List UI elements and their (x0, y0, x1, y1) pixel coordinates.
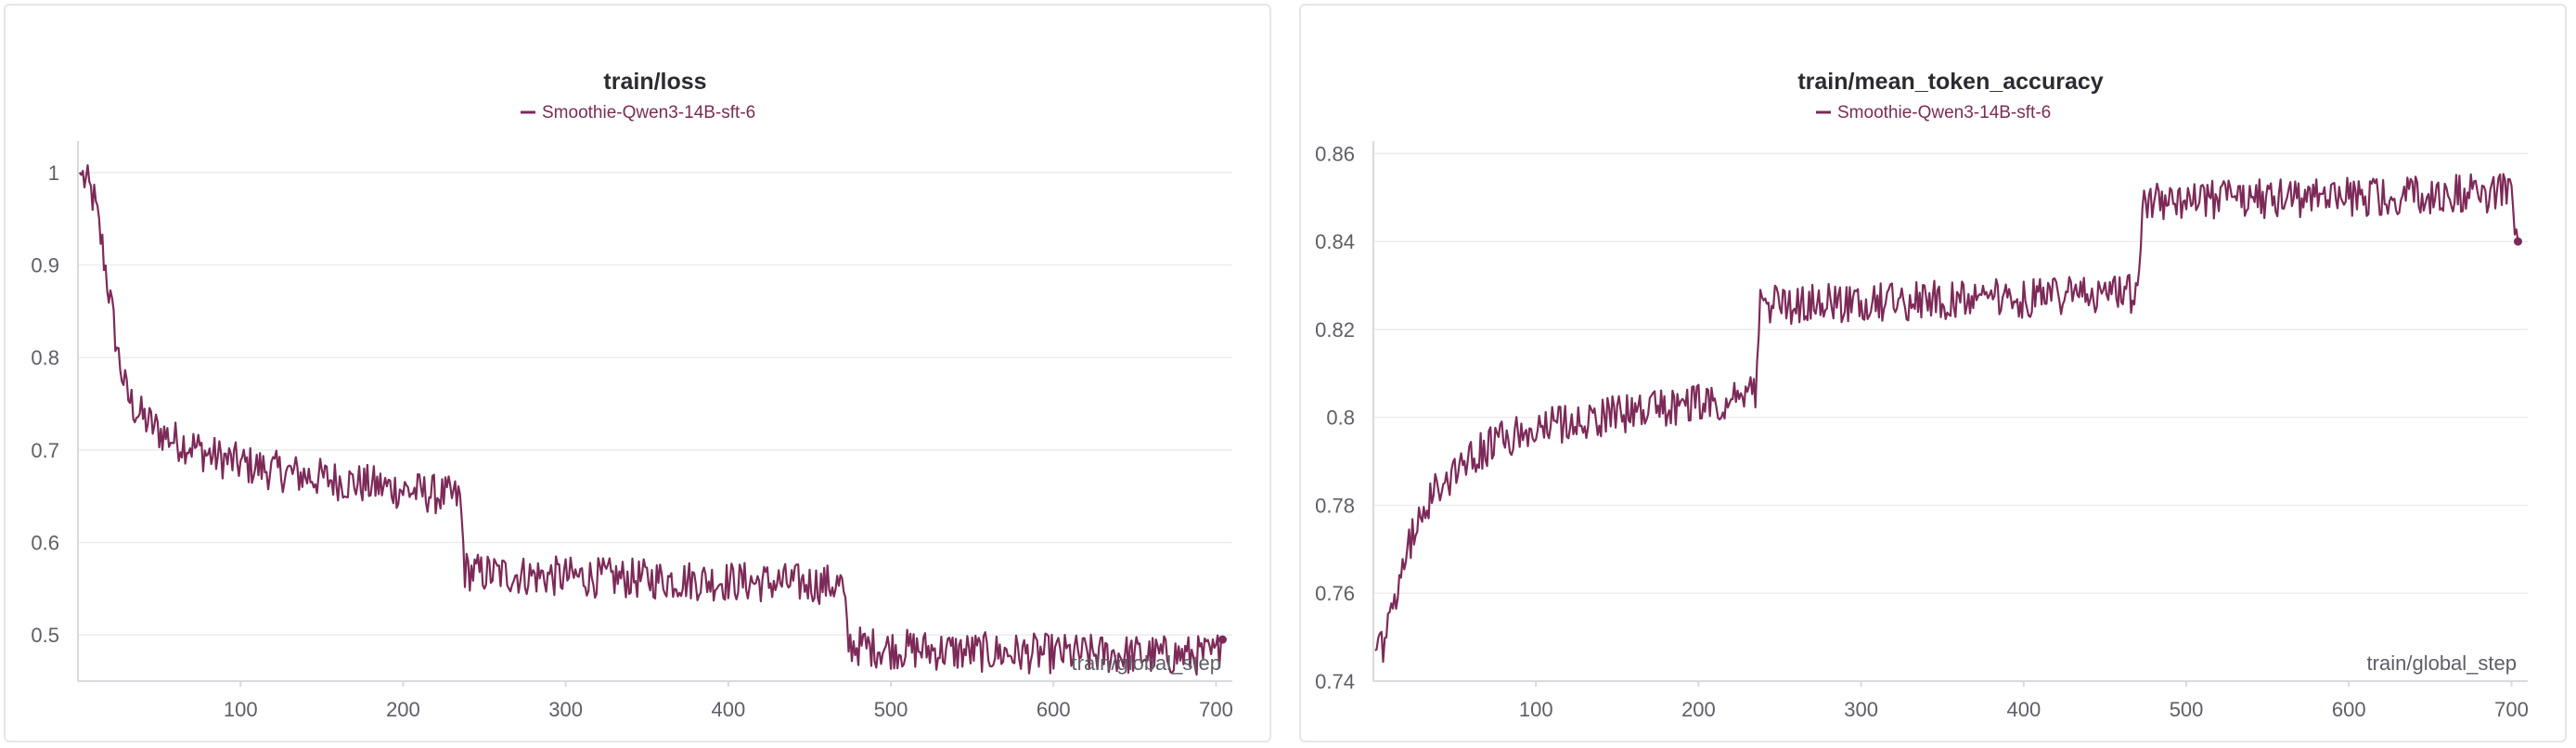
accuracy-chart-svg[interactable]: train/mean_token_accuracy Smoothie-Qwen3-… (1301, 6, 2569, 744)
legend: Smoothie-Qwen3-14B-sft-6 (1816, 103, 2051, 123)
y-tick-label: 0.8 (31, 346, 59, 369)
y-tick-label: 0.78 (1315, 494, 1355, 517)
y-tick-label: 0.76 (1315, 582, 1355, 605)
y-tick-label: 0.82 (1315, 318, 1355, 342)
y-tick-label: 0.5 (31, 624, 59, 647)
x-tick-label: 200 (386, 698, 420, 721)
legend: Smoothie-Qwen3-14B-sft-6 (521, 103, 755, 123)
series-line (1374, 173, 2519, 664)
x-tick-label: 600 (1037, 698, 1071, 721)
y-tick-label: 0.84 (1315, 230, 1355, 253)
series-end-point (2513, 237, 2522, 246)
chart-title: train/mean_token_accuracy (1797, 69, 2103, 95)
x-tick-label: 100 (224, 698, 258, 721)
x-tick-label: 200 (1681, 698, 1716, 721)
x-axis-label: train/global_step (2367, 651, 2517, 675)
x-tick-label: 100 (1519, 698, 1553, 721)
y-tick-label: 0.9 (31, 254, 59, 277)
legend-entry: Smoothie-Qwen3-14B-sft-6 (1837, 103, 2051, 123)
x-tick-label: 300 (548, 698, 583, 721)
y-tick-label: 0.8 (1326, 406, 1355, 430)
x-axis-label: train/global_step (1072, 651, 1221, 675)
x-tick-label: 400 (711, 698, 745, 721)
x-tick-label: 300 (1844, 698, 1878, 721)
x-tick-label: 500 (874, 698, 908, 721)
loss-chart-svg[interactable]: train/loss Smoothie-Qwen3-14B-sft-6 0.5 0.6… (6, 6, 1273, 744)
series-end-point (1217, 635, 1227, 644)
y-tick-label: 0.86 (1315, 142, 1355, 165)
x-tick-label: 500 (2170, 698, 2204, 721)
legend-entry: Smoothie-Qwen3-14B-sft-6 (542, 103, 755, 123)
y-tick-label: 0.6 (31, 532, 59, 555)
y-tick-label: 1 (48, 161, 59, 185)
x-tick-label: 700 (1199, 698, 1233, 721)
y-tick-label: 0.7 (31, 439, 59, 462)
chart-panel-loss[interactable]: train/loss Smoothie-Qwen3-14B-sft-6 0.5 0.6… (4, 4, 1271, 742)
chart-title: train/loss (603, 69, 706, 95)
y-tick-label: 0.74 (1315, 670, 1355, 693)
series-line (78, 164, 1224, 676)
chart-panel-accuracy[interactable]: train/mean_token_accuracy Smoothie-Qwen3-… (1299, 4, 2567, 742)
x-tick-label: 400 (2006, 698, 2041, 721)
x-tick-label: 700 (2494, 698, 2529, 721)
x-tick-label: 600 (2332, 698, 2366, 721)
